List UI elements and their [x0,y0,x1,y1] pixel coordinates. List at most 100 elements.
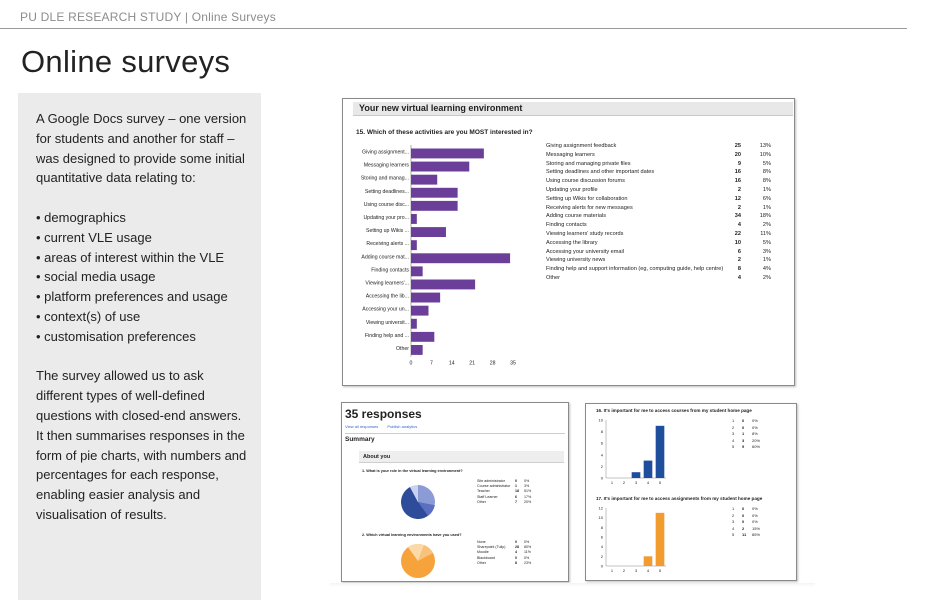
stats-row: Adding course materials 34 18% [546,213,771,222]
table-row: 2 0 0% [732,425,782,432]
stats-row: Viewing university news 2 1% [546,257,771,266]
option-count: 0 [515,555,517,560]
stats-label: Giving assignment feedback [546,143,617,149]
rating-count: 0 [742,424,745,430]
y-tick-label: 4 [601,452,604,457]
pie-slice [418,502,435,516]
option-label: Course administrator [477,484,511,489]
stats-count: 16 [734,169,741,176]
rating-value: 1 [732,418,735,423]
x-tick-label: 2 [623,568,626,573]
role-question: 1. What is your role in the virtual lear… [362,469,463,473]
y-tick-label: 4 [601,544,604,549]
stats-percent: 2% [762,222,771,229]
option-percent: 11% [524,550,531,555]
y-tick-label: 10 [599,418,604,423]
stats-percent: 2% [762,274,771,281]
stats-count: 2 [737,204,741,211]
stats-label: Finding contacts [546,222,587,229]
stats-count: 22 [734,230,741,237]
stats-percent: 5% [762,160,771,167]
stats-row: Giving assignment feedback 25 13% [546,143,771,152]
x-tick-label: 1 [611,568,614,573]
bar [411,253,511,264]
category-label: Accessing the lib... [366,294,409,300]
table-row: Blackboard 0 0% [477,556,537,561]
activities-chart-panel: Your new virtual learning environment 15… [342,98,795,386]
stats-percent: 6% [762,195,771,202]
role-pie-chart [401,485,436,519]
stats-label: Messaging learners [546,151,595,158]
tick-label: 14 [449,361,455,367]
stats-percent: 10% [759,151,771,158]
rating-count: 2 [742,525,745,531]
option-percent: 0% [524,540,530,544]
chart-question: 15. Which of these activities are you MO… [356,129,533,136]
y-tick-label: 2 [601,554,604,559]
bar [411,318,417,329]
y-tick-label: 10 [599,515,604,520]
stats-count: 9 [737,160,741,167]
stats-count: 8 [737,266,741,273]
role-table: Site administrator 0 0% Course administrato… [477,479,537,505]
rating-count: 0 [742,519,745,525]
tab-publish[interactable]: Publish analytics [387,424,418,429]
activities-stats-table: Giving assignment feedback 25 13% Messaging… [546,143,771,284]
bar [411,240,417,251]
stats-row: Setting deadlines and other important da… [546,169,771,178]
bar [411,161,470,172]
option-label: Blackboard [477,555,495,560]
rating-percent: 0% [752,418,758,423]
option-label: Moodle [477,550,489,555]
rating-percent: 85% [752,532,761,538]
stats-row: Accessing the library 10 5% [546,240,771,249]
option-label: Staff Learner [477,494,498,499]
option-count: 1 [515,484,517,489]
table-row: None 0 0% [477,540,537,545]
stats-count: 2 [737,186,741,193]
bar [411,266,423,277]
page-title: Online surveys [21,44,231,79]
option-count: 6 [515,494,517,499]
table-row: Staff Learner 6 17% [477,495,537,500]
about-you-section: About you [359,451,564,463]
bar [411,279,476,290]
q16-title: 16. It's important for me to access cour… [596,408,752,413]
stats-count: 2 [737,257,741,264]
option-percent: 3% [524,484,530,489]
stats-percent: 1% [762,186,771,193]
x-tick-label: 4 [647,568,650,573]
x-tick-label: 1 [611,480,614,485]
tick-label: 28 [490,361,496,367]
responses-count-title: 35 responses [345,407,422,421]
topic-item: demographics [36,208,251,228]
bar [411,214,417,224]
stats-percent: 1% [762,257,771,264]
stats-label: Using course discussion forums [546,178,625,185]
rating-count: 0 [742,506,745,511]
stats-label: Accessing the library [546,239,598,246]
rating-percent: 0% [752,512,758,518]
y-tick-label: 6 [601,535,604,540]
stats-count: 25 [734,143,741,149]
option-count: 18 [515,489,519,494]
rating-value: 4 [732,525,735,531]
category-label: Adding course mat... [361,254,409,260]
option-percent: 20% [524,499,532,504]
option-count: 28 [515,545,519,550]
stats-row: Messaging learners 20 10% [546,152,771,161]
topic-item: areas of interest within the VLE [36,248,251,268]
tab-view-all[interactable]: View all responses [345,424,379,429]
y-tick-label: 0 [601,564,604,569]
rating-percent: 0% [752,519,758,525]
table-row: 3 0 0% [732,519,782,526]
stats-label: Adding course materials [546,213,607,220]
category-label: Updating your pro... [363,215,409,221]
table-row: Teacher 18 51% [477,489,537,494]
option-count: 0 [515,479,517,483]
panel-heading: Your new virtual learning environment [359,103,523,113]
table-row: Course administrator 1 3% [477,484,537,489]
stats-row: Setting up Wikis for collaboration 12 6% [546,196,771,205]
rating-percent: 15% [752,525,761,531]
option-percent: 0% [524,555,530,560]
